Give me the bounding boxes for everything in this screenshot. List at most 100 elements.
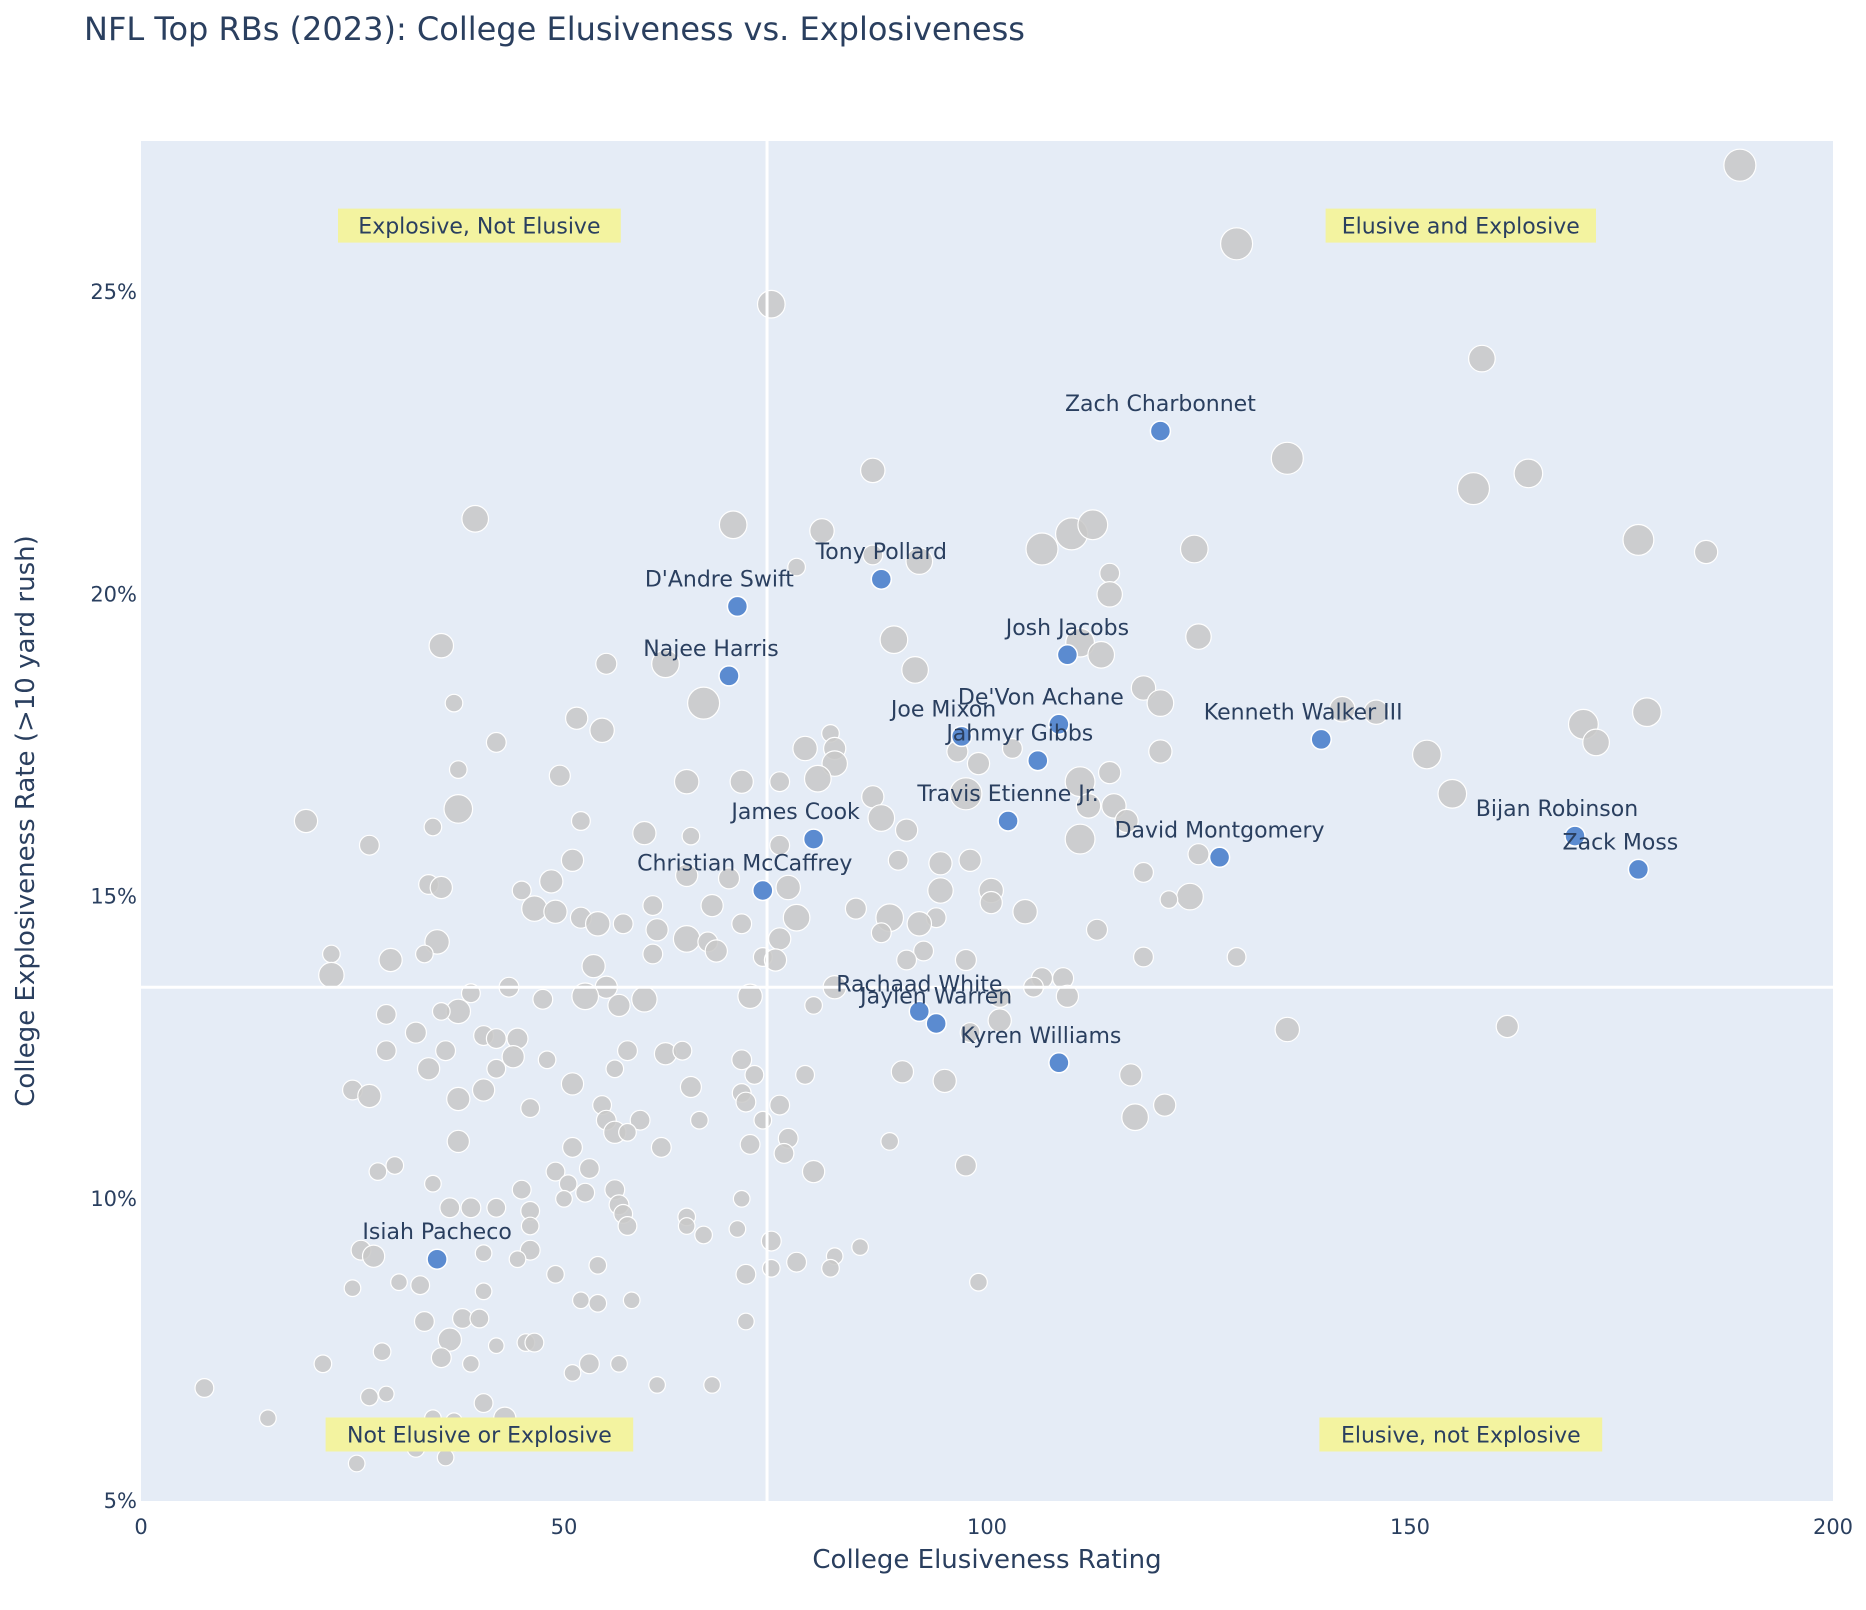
background-point (1064, 823, 1096, 855)
background-point (375, 1003, 397, 1025)
chart-title: NFL Top RBs (2023): College Elusiveness … (84, 10, 1025, 48)
background-point (429, 875, 453, 900)
background-point (763, 948, 788, 972)
background-point (786, 1251, 808, 1273)
background-point (673, 768, 700, 795)
background-point (775, 874, 801, 901)
background-point (617, 1215, 638, 1236)
quadrant-label-text: Not Elusive or Explosive (347, 1424, 612, 1449)
background-point (485, 1028, 507, 1050)
background-point (821, 1258, 840, 1278)
background-point (1075, 793, 1102, 819)
background-point (415, 944, 434, 964)
background-point (958, 848, 982, 873)
background-point (423, 817, 443, 837)
background-point (616, 1040, 638, 1062)
y-tick-label: 20% (90, 582, 137, 606)
background-point (404, 1021, 427, 1044)
quadrant-label-text: Elusive and Explosive (1342, 215, 1580, 240)
highlighted-points-layer (426, 420, 1650, 1270)
background-point (1437, 778, 1468, 809)
background-point (979, 890, 1003, 915)
y-tick-label: 10% (90, 1187, 137, 1211)
background-point (561, 1136, 583, 1158)
background-point (322, 944, 341, 964)
background-point (761, 1258, 781, 1278)
x-tick-label: 200 (1813, 1515, 1853, 1539)
point-label: Christian McCaffrey (637, 852, 852, 877)
background-point (642, 895, 664, 917)
background-point (867, 804, 896, 832)
background-point (520, 1098, 541, 1119)
background-point (259, 1409, 277, 1428)
background-point (1132, 946, 1154, 968)
x-tick-label: 150 (1390, 1515, 1430, 1539)
background-point (787, 557, 806, 577)
background-point (460, 1197, 482, 1219)
highlighted-point (802, 828, 825, 850)
background-point (1219, 227, 1254, 261)
background-point (428, 632, 455, 659)
highlighted-point (1149, 420, 1172, 442)
highlighted-point (1310, 728, 1332, 751)
background-point (1055, 984, 1080, 1009)
background-point (532, 988, 554, 1010)
background-point (686, 686, 721, 720)
background-point (539, 869, 564, 894)
background-point (1159, 890, 1179, 909)
background-point (1411, 739, 1442, 770)
background-point (954, 948, 978, 972)
background-point (731, 1049, 753, 1071)
point-label: Najee Harris (643, 637, 778, 662)
background-point (474, 1244, 493, 1263)
background-point (511, 880, 532, 901)
background-point (431, 1002, 451, 1021)
plot-background (141, 141, 1833, 1501)
quadrant-label-text: Explosive, Not Elusive (358, 215, 600, 240)
point-label: Josh Jacobs (1004, 616, 1129, 641)
background-point (1176, 882, 1204, 911)
point-label: Isiah Pacheco (362, 1220, 511, 1245)
x-axis-ticks: 0 50 100 150 200 (134, 1515, 1853, 1539)
background-point (473, 1393, 494, 1414)
quadrant-labels-layer: Explosive, Not Elusive Elusive and Explos… (325, 208, 1603, 1452)
background-point (928, 851, 953, 876)
background-point (555, 1189, 573, 1208)
background-point (679, 1075, 703, 1099)
background-point (795, 1064, 816, 1085)
background-point (870, 922, 892, 944)
background-point (581, 953, 606, 979)
background-point (378, 947, 403, 973)
background-point (584, 910, 611, 937)
y-tick-label: 5% (104, 1489, 137, 1513)
background-point (932, 1068, 957, 1094)
background-point (1087, 640, 1116, 669)
background-point (894, 818, 919, 842)
highlighted-point (1027, 749, 1049, 772)
background-point (347, 1454, 366, 1473)
background-point (565, 706, 589, 730)
background-point (486, 1197, 507, 1218)
background-point (1270, 441, 1304, 475)
point-label: David Montgomery (1115, 818, 1325, 843)
background-point (612, 913, 634, 935)
background-point (1085, 918, 1109, 941)
background-point (618, 1122, 637, 1142)
background-point (1329, 695, 1356, 723)
background-point (1456, 472, 1491, 506)
background-point (756, 289, 786, 319)
background-point (650, 1136, 672, 1158)
point-label: Kyren Williams (960, 1024, 1121, 1049)
x-tick-label: 0 (134, 1515, 147, 1539)
point-label: De'Von Achane (958, 685, 1124, 710)
background-point (739, 1133, 761, 1155)
background-point (474, 1282, 493, 1301)
highlighted-point (718, 665, 740, 687)
background-point (358, 834, 380, 856)
background-point (436, 1448, 455, 1467)
background-point (424, 1174, 442, 1193)
background-point (1097, 760, 1122, 785)
background-point (1099, 562, 1121, 584)
quadrant-label: Explosive, Not Elusive (338, 208, 621, 243)
point-labels-layer: Zach Charbonnet Tony Pollard D'Andre Swift… (362, 392, 1678, 1245)
